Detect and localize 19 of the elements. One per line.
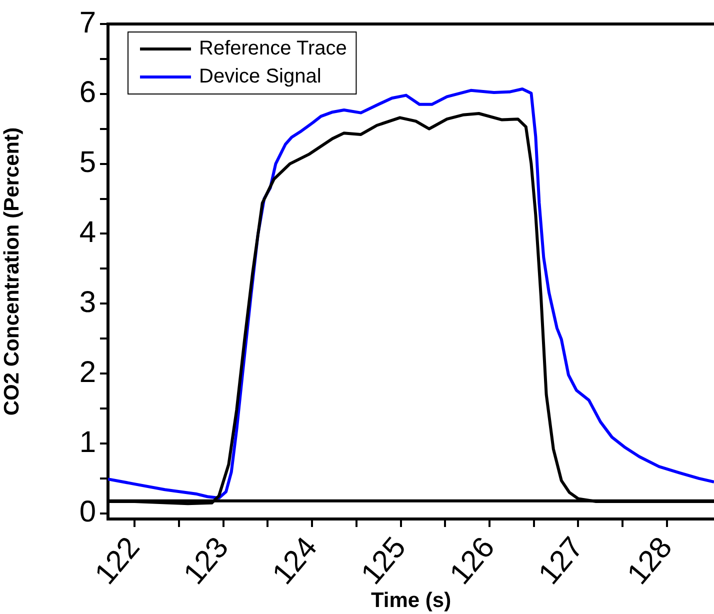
y-tick-label: 1 xyxy=(79,426,96,459)
x-tick-label: 127 xyxy=(532,531,590,591)
y-tick-label: 5 xyxy=(79,146,96,180)
legend-label: Reference Trace xyxy=(199,38,347,60)
y-tick-label: 2 xyxy=(79,356,96,389)
x-tick-label: 123 xyxy=(178,531,236,591)
y-tick-label: 7 xyxy=(79,6,96,40)
x-tick-label: 124 xyxy=(266,531,324,591)
x-tick-label: 128 xyxy=(621,531,679,591)
x-tick-label: 122 xyxy=(88,531,146,591)
y-tick-label: 0 xyxy=(79,496,96,529)
x-axis-title: Time (s) xyxy=(370,589,452,612)
y-tick-label: 4 xyxy=(79,216,96,250)
y-axis-title: CO2 Concentration (Percent) xyxy=(0,127,24,416)
x-tick-label: 125 xyxy=(355,531,412,591)
legend-label: Device Signal xyxy=(199,66,322,88)
y-tick-label: 3 xyxy=(79,286,96,319)
y-tick-label: 6 xyxy=(79,76,96,110)
x-tick-label: 126 xyxy=(444,531,502,591)
